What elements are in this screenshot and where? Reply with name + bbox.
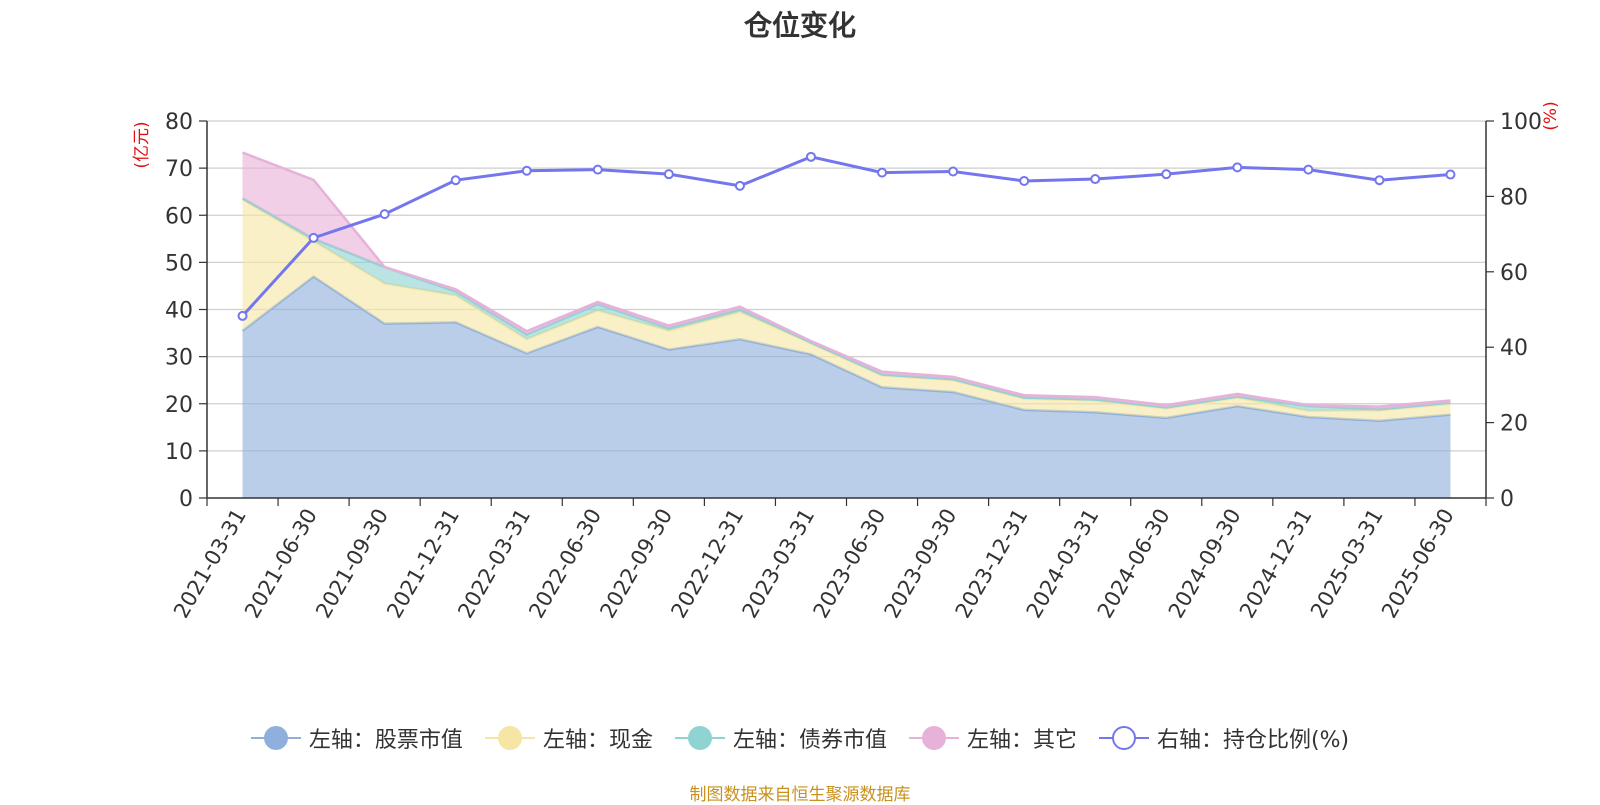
legend-marker-icon: [250, 726, 301, 750]
ratio-point: [877, 167, 888, 178]
legend-item-bond[interactable]: 左轴：债券市值: [674, 722, 887, 754]
stacked-areas: [241, 151, 1451, 498]
chart-title: 仓位变化: [743, 9, 856, 42]
legend-label: 右轴：持仓比例(%): [1156, 728, 1350, 753]
x-tick-label: 2023-09-30: [880, 505, 962, 623]
right-tick-label: 80: [1500, 185, 1528, 210]
left-tick-label: 70: [165, 157, 193, 182]
x-tick-label: 2021-06-30: [240, 505, 322, 623]
ratio-point: [592, 164, 603, 175]
ratio-point: [663, 169, 674, 180]
ratio-point: [1019, 175, 1030, 186]
ratio-point: [237, 310, 248, 321]
x-tick-label: 2025-03-31: [1306, 505, 1388, 623]
ratio-point: [1303, 164, 1314, 175]
right-axis-unit: (%): [1541, 101, 1561, 130]
right-tick-label: 60: [1500, 261, 1528, 286]
legend-marker-icon: [908, 726, 959, 750]
x-tick-label: 2024-09-30: [1164, 505, 1246, 623]
legend-item-other[interactable]: 左轴：其它: [908, 722, 1077, 754]
right-tick-label: 0: [1500, 487, 1514, 512]
x-tick-label: 2024-06-30: [1093, 505, 1175, 623]
ratio-point: [805, 151, 816, 162]
right-tick-label: 40: [1500, 336, 1528, 361]
area-stock: [242, 276, 1451, 498]
left-tick-label: 80: [165, 110, 193, 135]
legend-label: 左轴：其它: [966, 728, 1077, 753]
x-tick-label: 2023-03-31: [737, 505, 819, 623]
chart-area: 010203040506070800204060801002021-03-312…: [132, 101, 1561, 623]
data-source-note: 制图数据来自恒生聚源数据库: [689, 785, 911, 805]
x-tick-label: 2022-06-30: [524, 505, 606, 623]
ratio-point: [1232, 162, 1243, 173]
legend: 左轴：股票市值 左轴：现金 左轴：债券市值 左轴：其它 右轴：持仓比例(%): [0, 722, 1600, 754]
legend-marker-icon: [674, 726, 725, 750]
ratio-point: [379, 209, 390, 220]
left-tick-label: 40: [165, 299, 193, 324]
ratio-point: [450, 175, 461, 186]
left-axis-unit: (亿元): [132, 121, 152, 168]
x-tick-label: 2021-09-30: [311, 505, 393, 623]
area-other: [242, 152, 1451, 410]
x-tick-label: 2022-09-30: [595, 505, 677, 623]
legend-marker-icon: [484, 726, 535, 750]
ratio-point: [1090, 174, 1101, 185]
right-tick-label: 20: [1500, 412, 1528, 437]
left-tick-label: 30: [165, 346, 193, 371]
ratio-point: [1161, 169, 1172, 180]
ratio-point: [1374, 175, 1385, 186]
left-tick-label: 60: [165, 204, 193, 229]
ratio-point: [308, 232, 319, 243]
ratio-point: [521, 165, 532, 176]
x-tick-label: 2024-03-31: [1022, 505, 1104, 623]
x-tick-label: 2021-12-31: [382, 505, 464, 623]
ratio-line-series: [237, 151, 1456, 321]
x-tick-label: 2021-03-31: [169, 505, 251, 623]
legend-item-stock[interactable]: 左轴：股票市值: [250, 722, 463, 754]
ratio-point: [1445, 169, 1456, 180]
x-tick-label: 2023-06-30: [809, 505, 891, 623]
legend-label: 左轴：股票市值: [308, 728, 463, 753]
legend-label: 左轴：债券市值: [732, 728, 887, 753]
x-tick-label: 2022-12-31: [666, 505, 748, 623]
left-tick-label: 20: [165, 393, 193, 418]
right-tick-label: 100: [1500, 110, 1542, 135]
left-tick-label: 50: [165, 251, 193, 276]
legend-label: 左轴：现金: [542, 728, 653, 753]
ratio-point: [948, 166, 959, 177]
x-tick-label: 2022-03-31: [453, 505, 535, 623]
ratio-point: [734, 180, 745, 191]
ratio-line-path: [241, 155, 1451, 317]
legend-marker-icon: [1098, 726, 1149, 750]
area-edge-other: [242, 151, 1451, 408]
left-tick-label: 0: [179, 487, 193, 512]
x-tick-label: 2023-12-31: [951, 505, 1033, 623]
legend-item-cash[interactable]: 左轴：现金: [484, 722, 653, 754]
x-tick-label: 2024-12-31: [1235, 505, 1317, 623]
left-tick-label: 10: [165, 440, 193, 465]
legend-item-ratio[interactable]: 右轴：持仓比例(%): [1098, 722, 1350, 754]
x-tick-label: 2025-06-30: [1377, 505, 1459, 623]
